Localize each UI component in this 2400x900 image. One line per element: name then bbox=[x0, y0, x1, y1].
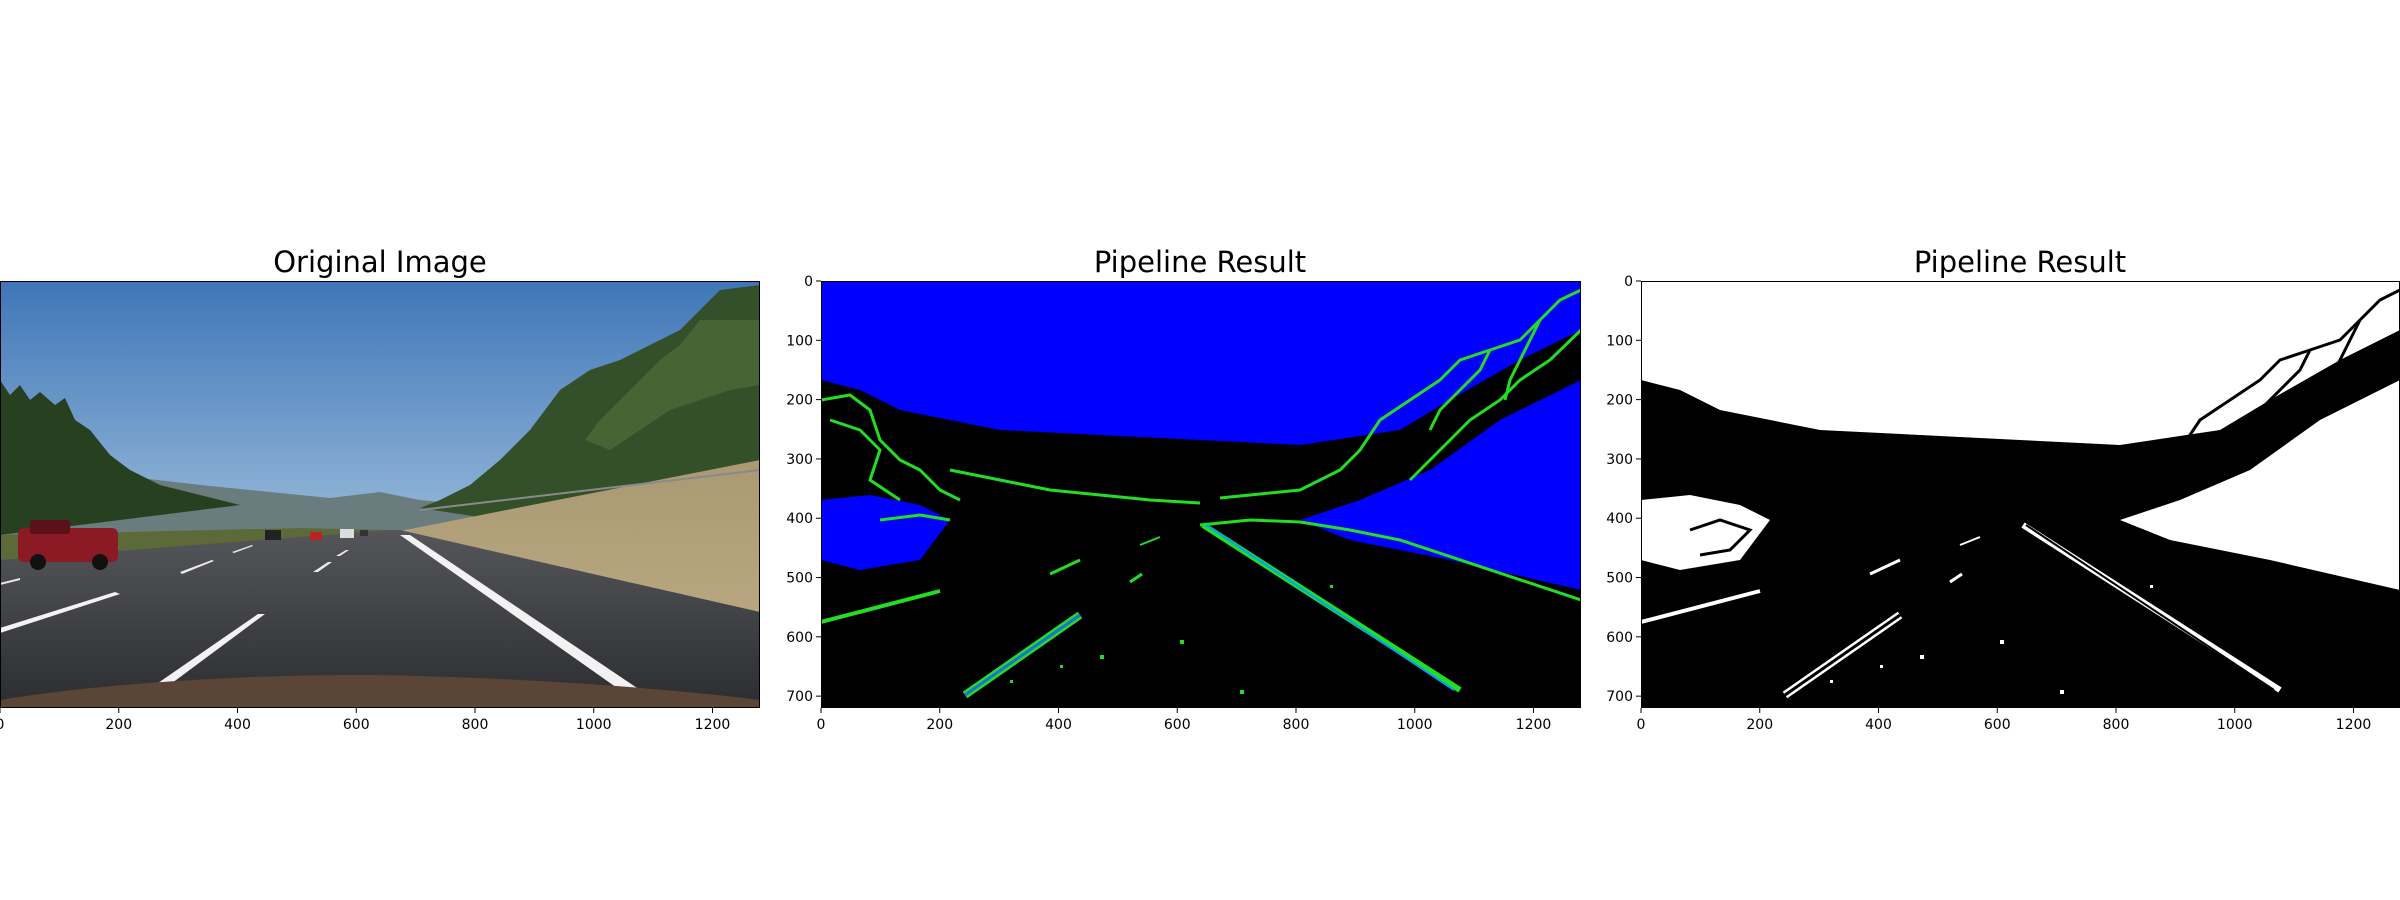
distant-car bbox=[340, 529, 354, 538]
distant-car bbox=[265, 530, 281, 540]
y-tick-label: 100 bbox=[786, 333, 813, 349]
x-tick-label: 1200 bbox=[1516, 717, 1552, 733]
y-tick-label: 300 bbox=[786, 452, 813, 468]
lane-dash-1 bbox=[145, 614, 265, 692]
white-sky-region bbox=[1641, 281, 2400, 445]
x-tick-label: 600 bbox=[1164, 717, 1191, 733]
x-tick-label: 1000 bbox=[2217, 717, 2253, 733]
green-edges bbox=[821, 288, 1581, 602]
x-axis: 0 200 400 600 800 1000 1200 bbox=[1637, 708, 2372, 733]
y-tick-label: 100 bbox=[1606, 333, 1633, 349]
blue-sky-region bbox=[821, 281, 1581, 445]
x-tick-label: 600 bbox=[343, 717, 370, 733]
right-trees-highlight bbox=[585, 320, 760, 450]
y-tick-label: 200 bbox=[786, 393, 813, 409]
y-tick-label: 600 bbox=[786, 630, 813, 646]
panel-binary-threshold: Pipeline Result bbox=[1606, 245, 2400, 733]
left-dash-2 bbox=[180, 560, 214, 574]
y-tick-label: 400 bbox=[786, 511, 813, 527]
fence bbox=[419, 469, 760, 511]
y-tick-label: 0 bbox=[804, 274, 813, 290]
x-tick-label: 800 bbox=[1283, 717, 1310, 733]
green-speckles bbox=[1010, 585, 1333, 694]
y-tick-label: 500 bbox=[1606, 571, 1633, 587]
axes-frame bbox=[821, 281, 1581, 708]
grass-shoulder bbox=[395, 460, 760, 615]
left-dash-0 bbox=[0, 578, 20, 585]
y-tick-label: 500 bbox=[786, 571, 813, 587]
axes-frame bbox=[0, 281, 760, 708]
x-tick-label: 0 bbox=[0, 717, 4, 733]
y-axis: 0 100 200 300 400 500 600 700 bbox=[786, 274, 821, 705]
white-speckles bbox=[1830, 585, 2153, 694]
x-tick-label: 600 bbox=[1984, 717, 2011, 733]
color-threshold-image bbox=[821, 281, 1581, 708]
binary-threshold-image bbox=[1641, 281, 2400, 708]
y-tick-label: 0 bbox=[1624, 274, 1633, 290]
blue-left-region bbox=[821, 495, 950, 570]
x-tick-label: 0 bbox=[1637, 717, 1646, 733]
car-hood bbox=[0, 675, 760, 708]
dark-texture bbox=[1689, 288, 2400, 557]
panel-title: Pipeline Result bbox=[1914, 245, 2126, 279]
x-tick-label: 1000 bbox=[1397, 717, 1433, 733]
x-tick-label: 400 bbox=[1865, 717, 1892, 733]
red-truck bbox=[18, 520, 118, 570]
y-tick-label: 300 bbox=[1606, 452, 1633, 468]
x-tick-label: 1200 bbox=[2336, 717, 2372, 733]
left-trees bbox=[0, 380, 240, 535]
y-tick-label: 400 bbox=[1606, 511, 1633, 527]
y-axis: 0 100 200 300 400 500 600 700 bbox=[1606, 274, 1641, 705]
distant-car bbox=[310, 532, 322, 540]
lane-dash-2 bbox=[313, 562, 332, 572]
y-tick-label: 600 bbox=[1606, 630, 1633, 646]
original-photo bbox=[0, 281, 760, 708]
panel-color-threshold: Pipeline Result bbox=[786, 245, 1581, 733]
y-tick-label: 700 bbox=[786, 689, 813, 705]
x-axis: 0 200 400 600 800 1000 1200 bbox=[0, 708, 730, 733]
panel-original: Original Image bbox=[0, 245, 760, 733]
panel-title: Original Image bbox=[273, 245, 487, 279]
lane-line-right bbox=[400, 535, 640, 690]
left-lane-line bbox=[0, 592, 120, 633]
lane-lines bbox=[821, 522, 1462, 699]
blue-right-region bbox=[1300, 380, 1581, 590]
x-tick-label: 800 bbox=[462, 717, 489, 733]
white-right-region bbox=[2120, 380, 2400, 590]
x-tick-label: 200 bbox=[105, 717, 132, 733]
x-tick-label: 200 bbox=[1746, 717, 1773, 733]
x-tick-label: 400 bbox=[224, 717, 251, 733]
white-left-region bbox=[1641, 495, 1770, 570]
x-axis: 0 200 400 600 800 1000 1200 bbox=[817, 708, 1552, 733]
lane-dash-3 bbox=[336, 550, 349, 556]
y-tick-label: 700 bbox=[1606, 689, 1633, 705]
x-tick-label: 400 bbox=[1045, 717, 1072, 733]
x-tick-label: 1000 bbox=[576, 717, 612, 733]
left-dash-3 bbox=[232, 545, 253, 553]
panel-title: Pipeline Result bbox=[1094, 245, 1306, 279]
distant-car bbox=[360, 530, 368, 536]
x-tick-label: 200 bbox=[926, 717, 953, 733]
white-lane-lines bbox=[1641, 522, 2282, 699]
x-tick-label: 1200 bbox=[695, 717, 731, 733]
y-tick-label: 200 bbox=[1606, 393, 1633, 409]
x-tick-label: 0 bbox=[817, 717, 826, 733]
x-tick-label: 800 bbox=[2103, 717, 2130, 733]
